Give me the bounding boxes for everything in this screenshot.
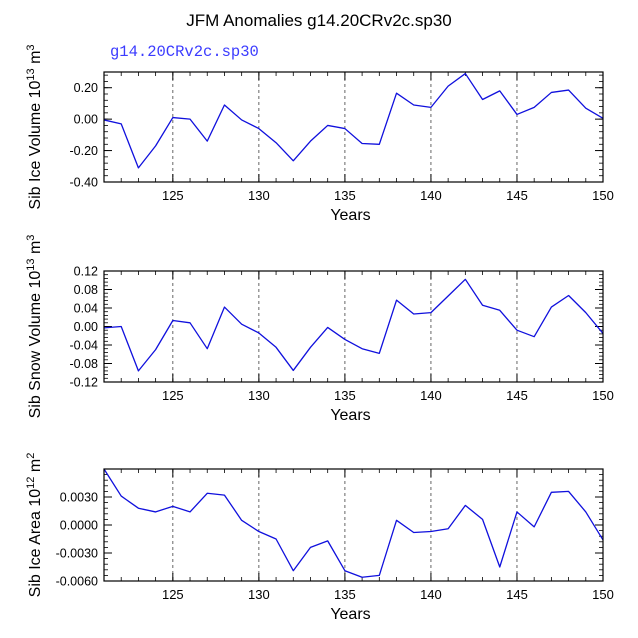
x-tick-label: 150 (592, 587, 614, 602)
y-tick-label: -0.0060 (56, 575, 98, 589)
x-tick-label: 130 (248, 188, 270, 203)
y-tick-label: -0.40 (70, 176, 99, 190)
x-axis-label: Years (330, 207, 370, 224)
x-tick-label: 125 (162, 587, 184, 602)
figure-subtitle: g14.20CRv2c.sp30 (110, 43, 259, 61)
x-tick-label: 125 (162, 188, 184, 203)
sib-snow-volume-series-line (103, 278, 604, 372)
sib-ice-area-series-line (103, 468, 604, 578)
x-axis-label: Years (330, 407, 370, 424)
x-tick-label: 145 (506, 188, 528, 203)
x-tick-label: 130 (248, 388, 270, 403)
x-tick-label: 145 (506, 587, 528, 602)
sib-snow-volume-panel: 125 130 135 140 145 150 0.12 0.08 0.04 0.00 -0.04 -… (25, 235, 614, 424)
x-tick-label: 130 (248, 587, 270, 602)
x-tick-label: 135 (334, 587, 356, 602)
sib-ice-volume-series-line (103, 72, 604, 169)
y-tick-label: 0.0000 (60, 519, 98, 533)
x-tick-label: 150 (592, 388, 614, 403)
y-tick-label: -0.08 (70, 357, 99, 371)
x-tick-label: 150 (592, 188, 614, 203)
y-axis-label: Sib Ice Area 1012 m2 (25, 453, 44, 598)
y-tick-label: 0.20 (74, 81, 98, 95)
x-tick-label: 145 (506, 388, 528, 403)
sib-ice-area-panel: 125 130 135 140 145 150 0.0030 0.0000 -0.0030 -0.… (25, 453, 614, 623)
y-axis-label: Sib Ice Volume 1013 m3 (25, 44, 44, 209)
y-tick-label: -0.20 (70, 144, 99, 158)
plot-frame (103, 71, 604, 183)
plot-frame (103, 468, 604, 582)
x-tick-label: 140 (420, 388, 442, 403)
y-tick-label: 0.12 (74, 265, 98, 279)
y-tick-label: 0.0030 (60, 491, 98, 505)
x-tick-label: 140 (420, 587, 442, 602)
y-tick-label: 0.04 (74, 302, 98, 316)
x-tick-label: 135 (334, 188, 356, 203)
y-tick-label: -0.04 (70, 339, 99, 353)
y-axis-label: Sib Snow Volume 1013 m3 (25, 235, 44, 419)
panels: 125 130 135 140 145 150 0.20 0.00 -0.20 -0.40 Year… (25, 44, 614, 623)
y-tick-label: 0.08 (74, 283, 98, 297)
y-tick-label: -0.12 (70, 376, 99, 390)
x-axis-label: Years (330, 606, 370, 623)
figure-title: JFM Anomalies g14.20CRv2c.sp30 (186, 11, 452, 30)
plot-frame (103, 270, 604, 383)
x-tick-label: 125 (162, 388, 184, 403)
sib-ice-volume-panel: 125 130 135 140 145 150 0.20 0.00 -0.20 -0.40 Year… (25, 44, 614, 224)
x-tick-label: 140 (420, 188, 442, 203)
y-tick-label: 0.00 (74, 113, 98, 127)
y-tick-label: -0.0030 (56, 547, 98, 561)
x-tick-label: 135 (334, 388, 356, 403)
y-tick-label: 0.00 (74, 320, 98, 334)
